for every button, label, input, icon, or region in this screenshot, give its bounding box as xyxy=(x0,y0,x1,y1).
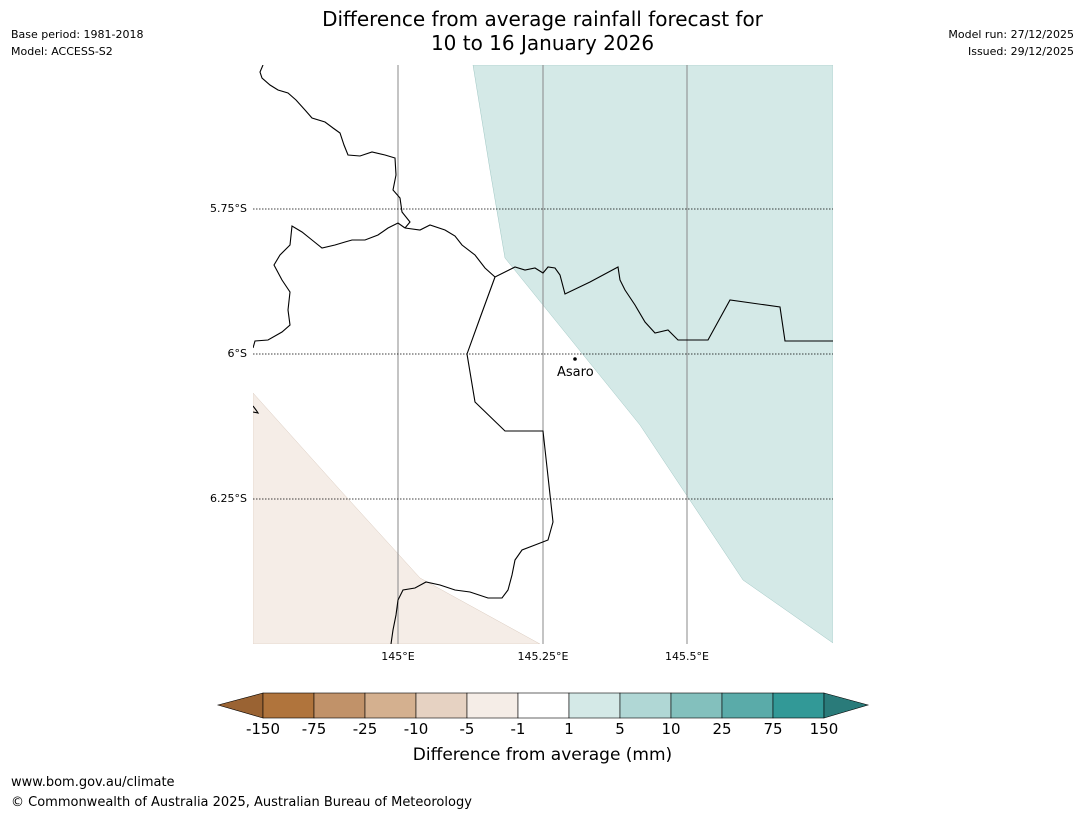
meta-left: Base period: 1981-2018 Model: ACCESS-S2 xyxy=(11,26,143,60)
colorbar-segment xyxy=(721,692,774,719)
cb-tick-label: -75 xyxy=(301,720,327,738)
lat-label-6-25: 6.25°S xyxy=(210,492,247,505)
colorbar-segment xyxy=(670,692,723,719)
colorbar-segment xyxy=(466,692,519,719)
cb-tick-label: 10 xyxy=(661,720,681,738)
colorbar-segment xyxy=(313,692,366,719)
province-boundary-north xyxy=(259,65,411,229)
cb-tick-label: 1 xyxy=(564,720,574,738)
model-run: Model run: 27/12/2025 xyxy=(948,28,1074,41)
province-boundary-west-fragment xyxy=(253,405,260,414)
lat-label-6: 6°S xyxy=(227,347,247,360)
meta-right: Model run: 27/12/2025 Issued: 29/12/2025 xyxy=(948,26,1074,60)
colorbar-extend-high xyxy=(823,692,870,719)
cb-tick-label: 5 xyxy=(615,720,625,738)
colorbar-segment xyxy=(568,692,621,719)
colorbar-segment xyxy=(517,692,570,719)
cb-tick-label: -5 xyxy=(459,720,475,738)
cb-tick-label: -1 xyxy=(510,720,526,738)
province-boundary-south xyxy=(390,276,554,644)
cb-tick-label: 25 xyxy=(712,720,732,738)
lon-label-145-25: 145.25°E xyxy=(517,650,569,663)
colorbar-title: Difference from average (mm) xyxy=(412,745,673,765)
cb-tick-label: -10 xyxy=(403,720,429,738)
colorbar-segment xyxy=(415,692,468,719)
province-boundary-central xyxy=(253,222,406,349)
title-line-1: Difference from average rainfall forecas… xyxy=(322,7,763,31)
province-boundary-east xyxy=(404,224,833,342)
asaro-label: Asaro xyxy=(557,365,594,380)
cb-tick-label: 75 xyxy=(763,720,783,738)
issued-date: Issued: 29/12/2025 xyxy=(967,45,1074,58)
footer-copyright: © Commonwealth of Australia 2025, Austra… xyxy=(11,795,472,810)
lon-label-145: 145°E xyxy=(381,650,415,663)
colorbar-segment xyxy=(619,692,672,719)
colorbar-segment xyxy=(772,692,825,719)
chart-title: Difference from average rainfall forecas… xyxy=(0,7,1085,55)
colorbar-segment xyxy=(364,692,417,719)
cb-tick-label: -25 xyxy=(352,720,378,738)
footer-url: www.bom.gov.au/climate xyxy=(11,775,175,790)
lat-label-5-75: 5.75°S xyxy=(210,202,247,215)
colorbar-extend-low xyxy=(216,692,264,719)
base-period: Base period: 1981-2018 xyxy=(11,28,144,41)
lon-label-145-5: 145.5°E xyxy=(665,650,709,663)
title-line-2: 10 to 16 January 2026 xyxy=(430,31,655,55)
dry-anomaly-region xyxy=(253,392,541,644)
model-name: Model: ACCESS-S2 xyxy=(11,45,113,58)
cb-tick-label: -150 xyxy=(245,720,281,738)
colorbar-segment xyxy=(262,692,315,719)
cb-tick-label: 150 xyxy=(809,720,839,738)
asaro-town-marker xyxy=(573,357,577,361)
